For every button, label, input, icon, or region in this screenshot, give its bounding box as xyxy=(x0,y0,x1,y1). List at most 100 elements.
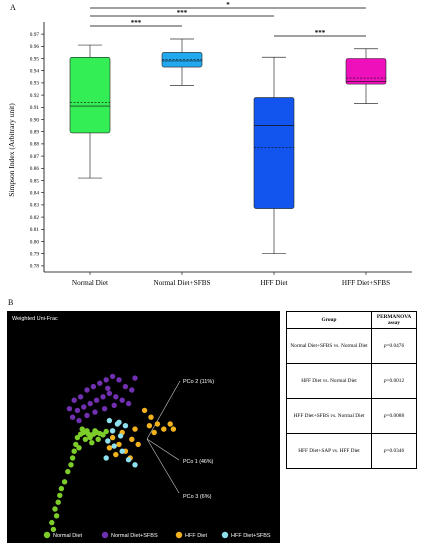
pcoa-point xyxy=(129,436,135,442)
pcoa-point xyxy=(90,383,97,390)
pcoa-point xyxy=(65,468,71,475)
box-3 xyxy=(345,58,387,85)
pcoa-point xyxy=(109,434,116,441)
y-tick-label: 0.89 xyxy=(30,130,40,136)
pcoa-point xyxy=(76,417,82,424)
y-tick-label: 0.92 xyxy=(30,93,40,99)
pcoa-point xyxy=(125,400,132,407)
group-cell: Normal Diet+SFBS vs. Normal Diet xyxy=(286,328,372,365)
pcoa-point xyxy=(132,462,138,468)
y-tick-label: 0.90 xyxy=(30,117,40,123)
y-tick-label: 0.84 xyxy=(30,191,40,197)
y-tick-label: 0.91 xyxy=(30,105,40,111)
x-tick-label: HFF Diet+SFBS xyxy=(342,279,390,287)
pcoa-point xyxy=(101,406,108,412)
significance-label: *** xyxy=(177,9,188,17)
pcoa-point xyxy=(69,414,76,420)
pcoa-point xyxy=(148,414,154,420)
pcoa-title: Weighted Uni-Frac xyxy=(12,316,58,322)
pcoa-point xyxy=(135,441,141,448)
pcoa-point xyxy=(49,519,55,526)
table-row: HFF Diet+SFBS vs. Normal Diet p=0.0088 xyxy=(286,398,417,435)
pcoa-point xyxy=(61,479,68,485)
pcoa-point xyxy=(105,385,111,391)
y-tick-label: 0.95 xyxy=(30,56,40,62)
group-cell: HFF Diet+SFBS vs. Normal Diet xyxy=(286,398,372,435)
y-tick-label: 0.81 xyxy=(30,227,40,233)
pcoa-point xyxy=(84,387,90,393)
pcoa-point xyxy=(106,445,113,451)
y-tick-label: 0.78 xyxy=(30,264,40,270)
panel-a-label: A xyxy=(10,3,16,12)
p-value-cell: p=0.0088 xyxy=(371,398,417,435)
pcoa-point xyxy=(82,436,89,442)
pcoa-point xyxy=(79,426,85,432)
pcoa-point xyxy=(154,421,161,427)
pc3-axis-label: PCo 3 (6%) xyxy=(183,494,212,500)
pcoa-point xyxy=(95,436,101,442)
pcoa-point xyxy=(68,462,74,468)
pcoa-svg: Weighted Uni-Frac PCo 2 (11%) PCo 1 (46%) P… xyxy=(12,316,271,539)
pcoa-point xyxy=(92,409,98,415)
pcoa-point xyxy=(109,373,116,380)
pcoa-point xyxy=(81,404,87,410)
significance-label: *** xyxy=(315,29,326,37)
pcoa-point xyxy=(146,423,153,429)
pcoa-point xyxy=(116,419,122,425)
pcoa-point xyxy=(92,428,98,434)
pcoa-point xyxy=(84,412,90,419)
pcoa-point xyxy=(66,406,73,412)
y-tick-label: 0.85 xyxy=(30,178,40,184)
pcoa-point xyxy=(50,526,57,533)
box-2 xyxy=(253,97,295,209)
y-tick-label: 0.88 xyxy=(30,142,40,148)
group-cell: HFF Diet+SAP vs. HFF Diet xyxy=(286,433,372,470)
panel-b-label: B xyxy=(8,298,14,307)
pcoa-point xyxy=(125,457,132,463)
pcoa-point xyxy=(103,428,109,435)
p-value-cell: p=0.0012 xyxy=(371,363,417,400)
group-cell: HFF Diet vs. Normal Diet xyxy=(286,363,372,400)
y-tick-label: 0.93 xyxy=(30,81,40,87)
pcoa-plot: Weighted Uni-Frac PCo 2 (11%) PCo 1 (46%) P… xyxy=(7,311,280,543)
pc1-axis-label: PCo 1 (46%) xyxy=(183,459,214,465)
pcoa-point xyxy=(57,492,63,499)
y-tick-label: 0.86 xyxy=(30,166,40,172)
pc3-axis-line xyxy=(146,438,180,494)
pcoa-point xyxy=(113,451,119,458)
x-tick-label: Normal Diet+SFBS xyxy=(154,279,211,287)
legend-label: Normal Diet xyxy=(53,533,83,539)
pcoa-point xyxy=(113,394,119,400)
pc1-axis-line xyxy=(146,438,180,461)
pcoa-point xyxy=(132,375,138,381)
pcoa-point xyxy=(77,394,84,400)
permanova-table: Group PERMANOVA assay Normal Diet+SFBS v… xyxy=(286,310,417,470)
pcoa-point xyxy=(69,455,76,461)
pcoa-point xyxy=(52,506,58,512)
table-row: HFF Diet+SAP vs. HFF Diet p=0.0346 xyxy=(286,433,417,470)
legend-marker xyxy=(43,531,51,539)
pcoa-point xyxy=(129,387,135,393)
pcoa-point xyxy=(106,390,113,397)
y-tick-label: 0.94 xyxy=(30,69,40,75)
y-tick-label: 0.79 xyxy=(30,252,40,258)
pcoa-point xyxy=(167,421,173,427)
y-axis-title: Simpson Index (Arbitrary unit) xyxy=(7,103,16,197)
pcoa-point xyxy=(87,434,93,441)
pcoa-point xyxy=(87,400,93,407)
pcoa-point xyxy=(132,426,138,432)
pcoa-point xyxy=(71,397,77,403)
pcoa-point xyxy=(89,440,95,446)
significance-label: *** xyxy=(131,19,142,27)
box-0 xyxy=(69,56,111,134)
pcoa-point xyxy=(93,397,100,403)
header-group: Group xyxy=(286,310,372,330)
pcoa-point xyxy=(170,426,177,432)
pcoa-point xyxy=(109,428,116,434)
pcoa-point xyxy=(111,443,117,449)
pcoa-point xyxy=(106,417,113,424)
pcoa-point xyxy=(71,448,77,454)
pcoa-point xyxy=(119,397,125,403)
x-tick-label: HFF Diet xyxy=(260,279,287,287)
box-1 xyxy=(161,52,203,68)
